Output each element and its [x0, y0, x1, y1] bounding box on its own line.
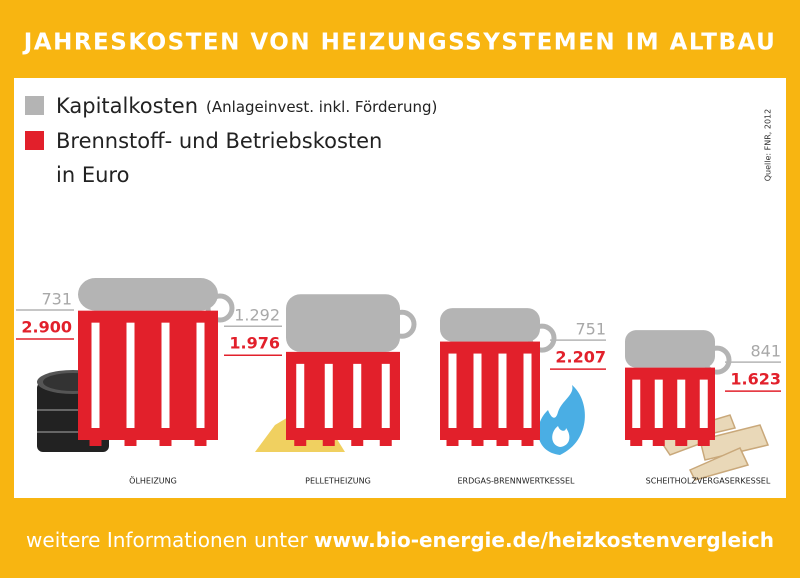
legend-label: Kapitalkosten [56, 94, 198, 118]
category-label: ÖLHEIZUNG [129, 476, 177, 486]
source: Quelle: FNR, 2012 [764, 109, 773, 181]
radiator-slot [126, 322, 135, 428]
bar-segment [78, 310, 218, 440]
radiator-foot [471, 440, 484, 446]
value-label: 1.292 [234, 306, 280, 325]
radiator-slot [324, 363, 333, 428]
value-label: 841 [750, 342, 781, 361]
radiator-foot [351, 440, 364, 446]
radiator-slot [196, 322, 205, 428]
bar-segment [78, 278, 218, 311]
radiator-slot [677, 379, 686, 428]
legend-entry: Kapitalkosten (Anlageinvest. inkl. Förder… [56, 94, 437, 118]
radiator-slot [654, 379, 663, 428]
radiator-foot [194, 440, 207, 446]
legend-note: (Anlageinvest. inkl. Förderung) [206, 98, 437, 116]
chart-title: JAHRESKOSTEN VON HEIZUNGSSYSTEMEN IM ALT… [22, 30, 777, 56]
legend-swatch [25, 131, 44, 150]
bar-segment [286, 294, 400, 352]
radiator-slot [448, 353, 457, 428]
radiator-foot [159, 440, 172, 446]
radiator-foot [521, 440, 534, 446]
radiator-slot [473, 353, 482, 428]
value-label: 1.623 [730, 370, 781, 389]
radiator-slot [296, 363, 305, 428]
category-label: SCHEITHOLZVERGASERKESSEL [646, 477, 771, 486]
footer-text: weitere Informationen unter [26, 528, 314, 552]
radiator-slot [353, 363, 362, 428]
radiator-foot [379, 440, 392, 446]
radiator-slot [498, 353, 507, 428]
radiator-foot [630, 440, 643, 446]
radiator-foot [89, 440, 102, 446]
bar-segment [440, 308, 540, 342]
radiator-slot [632, 379, 641, 428]
value-label: 731 [41, 290, 72, 309]
legend-label: Brennstoff- und Betriebskosten [56, 129, 382, 153]
radiator-foot [446, 440, 459, 446]
unit-label: in Euro [56, 163, 129, 187]
category-label: PELLETHEIZUNG [305, 477, 371, 486]
radiator-slot [161, 322, 170, 428]
flame-icon [538, 385, 585, 455]
radiator-foot [496, 440, 509, 446]
radiator-foot [124, 440, 137, 446]
bar-segment [286, 351, 400, 440]
value-label: 1.976 [229, 334, 280, 353]
radiator-foot [294, 440, 307, 446]
radiator-foot [322, 440, 335, 446]
legend-swatch [25, 96, 44, 115]
category-label: ERDGAS-BRENNWERTKESSEL [458, 477, 576, 486]
radiator-slot [699, 379, 708, 428]
bar-segment [625, 330, 715, 368]
radiator-slot [91, 322, 100, 428]
radiator-foot [697, 440, 710, 446]
bar-segment [440, 341, 540, 440]
radiator-slot [381, 363, 390, 428]
radiator-foot [652, 440, 665, 446]
value-label: 751 [575, 320, 606, 339]
value-label: 2.900 [21, 318, 72, 337]
footer-link[interactable]: www.bio-energie.de/heizkostenvergleich [314, 528, 774, 552]
footer: weitere Informationen unter www.bio-ener… [26, 528, 774, 552]
value-label: 2.207 [555, 348, 606, 367]
radiator-foot [675, 440, 688, 446]
radiator-slot [523, 353, 532, 428]
